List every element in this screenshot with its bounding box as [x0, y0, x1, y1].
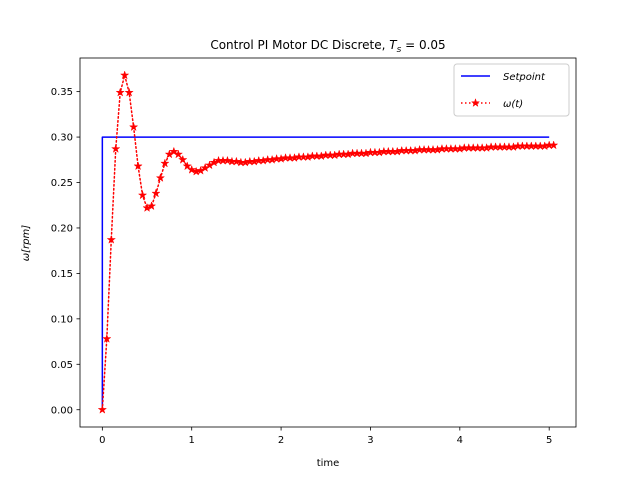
omega-point	[133, 161, 143, 171]
legend-setpoint-label: Setpoint	[503, 72, 546, 83]
y-axis-ticks: 0.00 0.05 0.10 0.15 0.20 0.25 0.30 0.35	[51, 87, 80, 416]
omega-point	[102, 333, 112, 343]
omega-point	[548, 140, 559, 150]
x-axis-ticks: 0 1 2 3 4 5	[99, 427, 552, 446]
y-tick-label: 0.15	[51, 269, 73, 280]
y-axis-label: ω[rpm]	[21, 225, 32, 261]
chart-title-subscript: s	[397, 45, 402, 55]
omega-point	[137, 190, 148, 200]
omega-point	[160, 158, 170, 168]
plot-area	[79, 57, 577, 428]
x-tick-label: 5	[546, 435, 552, 446]
legend-star-icon	[470, 97, 481, 108]
omega-point	[151, 188, 161, 198]
omega-point	[173, 149, 184, 159]
x-tick-label: 0	[99, 435, 105, 446]
omega-point	[169, 146, 179, 156]
chart-title-symbol: T	[389, 38, 398, 52]
legend-omega-marker	[470, 97, 481, 108]
legend-omega-label: ω(t)	[503, 99, 523, 110]
y-tick-label: 0.35	[51, 87, 73, 98]
setpoint-line	[101, 136, 550, 410]
chart-title: Control PI Motor DC Discrete, Ts = 0.05	[210, 38, 445, 55]
omega-point	[124, 87, 134, 97]
omega-point	[128, 122, 139, 132]
omega-point	[178, 154, 188, 164]
omega-point	[182, 161, 193, 171]
omega-point	[106, 234, 117, 244]
legend-box	[453, 63, 570, 117]
omega-point	[110, 143, 121, 153]
y-tick-label: 0.20	[51, 224, 73, 235]
omega-point	[119, 70, 130, 80]
y-tick-label: 0.10	[51, 314, 73, 325]
y-tick-label: 0.05	[51, 360, 73, 371]
chart-title-main: Control PI Motor DC Discrete,	[210, 38, 389, 52]
y-tick-label: 0.00	[51, 405, 73, 416]
x-tick-label: 2	[278, 435, 284, 446]
x-tick-label: 4	[457, 435, 463, 446]
y-tick-label: 0.25	[51, 178, 73, 189]
y-tick-label: 0.30	[51, 133, 73, 144]
x-tick-label: 1	[189, 435, 195, 446]
omega-point	[186, 164, 197, 174]
legend: Setpoint ω(t)	[453, 63, 570, 117]
x-axis-label: time	[317, 458, 340, 469]
x-tick-label: 3	[367, 435, 373, 446]
series-layer	[97, 70, 559, 414]
omega-point	[146, 201, 157, 211]
omega-point	[97, 404, 108, 414]
axes-frame	[79, 57, 577, 428]
omega-point	[222, 155, 233, 165]
omega-point	[155, 172, 166, 183]
omega-point	[115, 87, 125, 97]
chart-title-equals: = 0.05	[401, 38, 445, 52]
omega-point	[231, 156, 242, 166]
